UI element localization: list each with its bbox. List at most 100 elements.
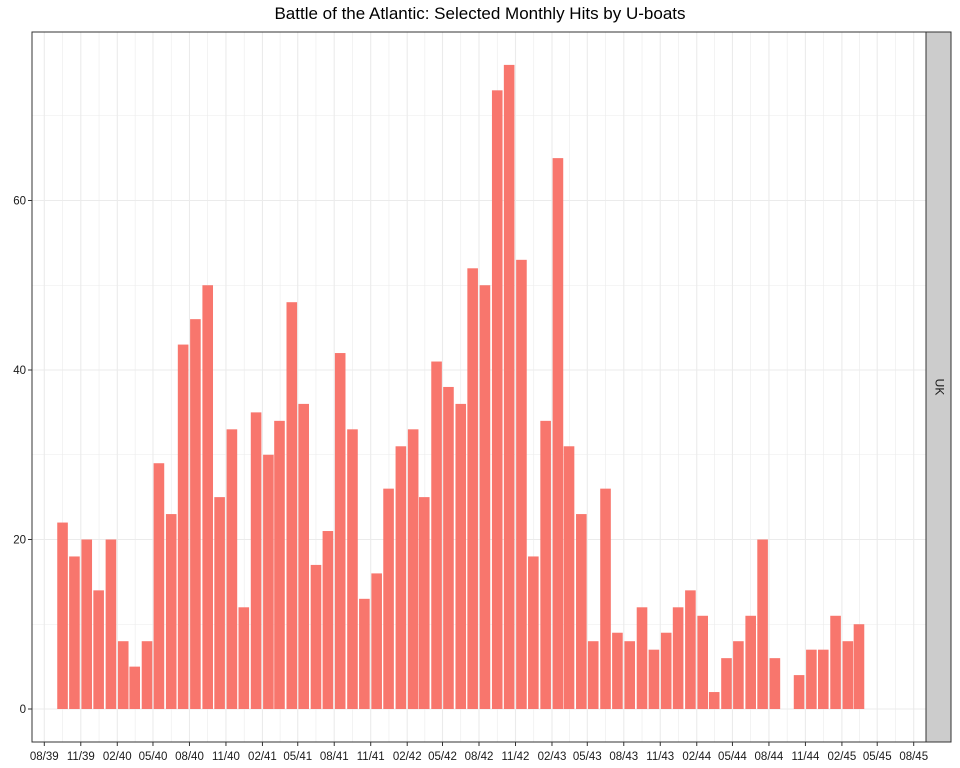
bar-1945-02 <box>842 641 854 709</box>
x-tick-label: 05/40 <box>139 751 168 763</box>
bar-1941-03 <box>274 420 285 709</box>
facet-strip-label: UK <box>932 379 946 396</box>
bar-1940-11 <box>226 429 238 709</box>
bar-1944-11 <box>806 649 817 709</box>
x-tick-label: 02/44 <box>682 751 711 763</box>
bar-1944-12 <box>817 649 829 709</box>
bar-1945-01 <box>830 615 841 709</box>
bar-1940-08 <box>190 319 201 709</box>
bar-1940-03 <box>129 666 141 709</box>
bar-1943-07 <box>612 632 623 709</box>
facet-strip: UK <box>925 31 952 743</box>
bar-1943-11 <box>660 632 672 709</box>
bar-1944-02 <box>697 615 708 709</box>
x-tick-label: 11/40 <box>212 751 240 763</box>
bar-1940-05 <box>153 463 165 709</box>
bars <box>57 64 865 709</box>
y-tick-label: 0 <box>20 704 26 716</box>
bar-1940-01 <box>105 539 117 709</box>
x-tick-label: 02/40 <box>103 751 132 763</box>
bar-1943-12 <box>672 607 684 709</box>
x-tick-label: 05/41 <box>283 751 312 763</box>
x-tick-label: 05/44 <box>718 751 747 763</box>
bar-1940-10 <box>214 497 225 709</box>
bar-1944-07 <box>757 539 768 709</box>
bar-1942-01 <box>395 446 407 709</box>
x-tick-label: 02/42 <box>393 751 422 763</box>
bar-1942-07 <box>467 268 478 709</box>
bar-1943-02 <box>552 158 564 709</box>
bar-1943-05 <box>587 641 599 709</box>
bar-1944-10 <box>793 675 805 709</box>
x-tick-label: 11/42 <box>502 751 530 763</box>
x-tick-label: 08/42 <box>465 751 494 763</box>
x-tick-label: 08/43 <box>609 751 638 763</box>
x-tick-label: 08/39 <box>30 751 59 763</box>
bar-1945-03 <box>853 624 865 709</box>
bar-1944-06 <box>745 615 756 709</box>
bar-1943-08 <box>624 641 636 709</box>
bar-1940-12 <box>238 607 250 709</box>
x-tick-label: 11/44 <box>791 751 820 763</box>
x-tick-label: 08/44 <box>755 751 784 763</box>
bar-1941-12 <box>383 488 394 709</box>
bar-1941-08 <box>334 353 346 709</box>
bar-1944-08 <box>769 658 781 709</box>
bar-1942-11 <box>516 259 527 709</box>
bar-1941-09 <box>347 429 358 709</box>
bar-1941-06 <box>310 564 322 709</box>
bar-1943-06 <box>600 488 611 709</box>
x-tick-label: 05/43 <box>573 751 602 763</box>
bar-1942-03 <box>418 497 430 709</box>
y-axis: 0 20 40 60 <box>13 196 32 716</box>
bar-1941-05 <box>298 403 309 709</box>
bar-1942-12 <box>528 556 539 709</box>
bar-1939-12 <box>93 590 104 709</box>
bar-1943-10 <box>648 649 660 709</box>
x-tick-label: 02/41 <box>248 751 277 763</box>
bar-1943-09 <box>636 607 648 709</box>
bar-1943-01 <box>540 420 551 709</box>
bar-1942-02 <box>407 429 419 709</box>
bar-1942-10 <box>503 64 515 709</box>
bar-1942-05 <box>443 386 454 709</box>
bar-1941-04 <box>286 302 298 709</box>
bar-1941-02 <box>263 454 274 709</box>
bar-1941-01 <box>250 412 262 709</box>
bar-1943-04 <box>576 514 587 709</box>
y-tick-label: 40 <box>13 365 26 377</box>
x-tick-label: 02/43 <box>538 751 567 763</box>
x-tick-label: 11/39 <box>67 751 95 763</box>
bar-1940-07 <box>177 344 189 709</box>
bar-1939-09 <box>57 522 68 709</box>
y-tick-label: 60 <box>13 196 26 208</box>
x-tick-label: 08/45 <box>899 751 928 763</box>
bar-1942-09 <box>491 90 503 709</box>
x-tick-label: 11/43 <box>646 751 674 763</box>
x-tick-label: 11/41 <box>357 751 385 763</box>
bar-1941-07 <box>322 531 334 709</box>
bar-1942-06 <box>455 403 467 709</box>
y-tick-label: 20 <box>13 535 26 547</box>
bar-1943-03 <box>563 446 575 709</box>
x-tick-label: 08/40 <box>175 751 204 763</box>
bar-1944-03 <box>708 692 720 709</box>
bar-1940-09 <box>202 285 214 709</box>
bar-1939-11 <box>81 539 93 709</box>
x-tick-label: 02/45 <box>828 751 857 763</box>
bar-1942-04 <box>431 361 442 709</box>
bar-1942-08 <box>479 285 491 709</box>
x-tick-label: 05/42 <box>428 751 457 763</box>
bar-1940-02 <box>117 641 129 709</box>
bar-1944-05 <box>733 641 744 709</box>
bar-1940-04 <box>141 641 153 709</box>
chart-title: Battle of the Atlantic: Selected Monthly… <box>274 4 686 23</box>
bar-1939-10 <box>69 556 80 709</box>
x-tick-label: 05/45 <box>863 751 892 763</box>
bar-1941-11 <box>371 573 382 709</box>
bar-1940-06 <box>165 514 177 709</box>
facet-strip-background <box>925 31 952 743</box>
x-axis: 08/39 11/39 02/40 05/40 08/40 11/40 02/41 05/41… <box>30 742 928 763</box>
bar-1944-04 <box>721 658 732 709</box>
